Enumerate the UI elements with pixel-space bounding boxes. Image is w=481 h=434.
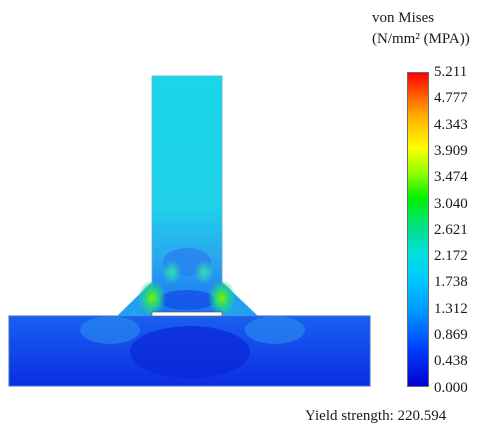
colorbar xyxy=(407,72,429,387)
tick-label: 3.040 xyxy=(434,195,468,212)
legend-title: von Mises (N/mm² (MPA)) xyxy=(372,8,470,50)
tick-label: 4.777 xyxy=(434,90,468,107)
vertical-stem xyxy=(151,75,223,317)
tick-label: 0.000 xyxy=(434,379,468,396)
tick-label: 5.211 xyxy=(434,64,468,80)
legend-title-line1: von Mises xyxy=(372,10,435,26)
root-gap xyxy=(151,311,223,317)
yield-strength-label: Yield strength: 220.594 xyxy=(305,408,447,424)
tick-label: 1.312 xyxy=(434,300,468,317)
tick-label: 0.438 xyxy=(434,353,468,370)
tick-label: 3.474 xyxy=(434,169,468,186)
tick-label: 4.343 xyxy=(434,116,468,133)
tick-label: 2.621 xyxy=(434,221,468,238)
tick-label: 2.172 xyxy=(434,248,468,265)
tick-label: 3.909 xyxy=(434,142,468,159)
legend-title-line2: (N/mm² (MPA)) xyxy=(372,31,470,47)
tick-label: 1.738 xyxy=(434,274,468,291)
tick-label: 0.869 xyxy=(434,327,468,343)
colorbar-ticks: 5.211 4.777 4.343 3.909 3.474 3.040 2.62… xyxy=(434,64,481,396)
